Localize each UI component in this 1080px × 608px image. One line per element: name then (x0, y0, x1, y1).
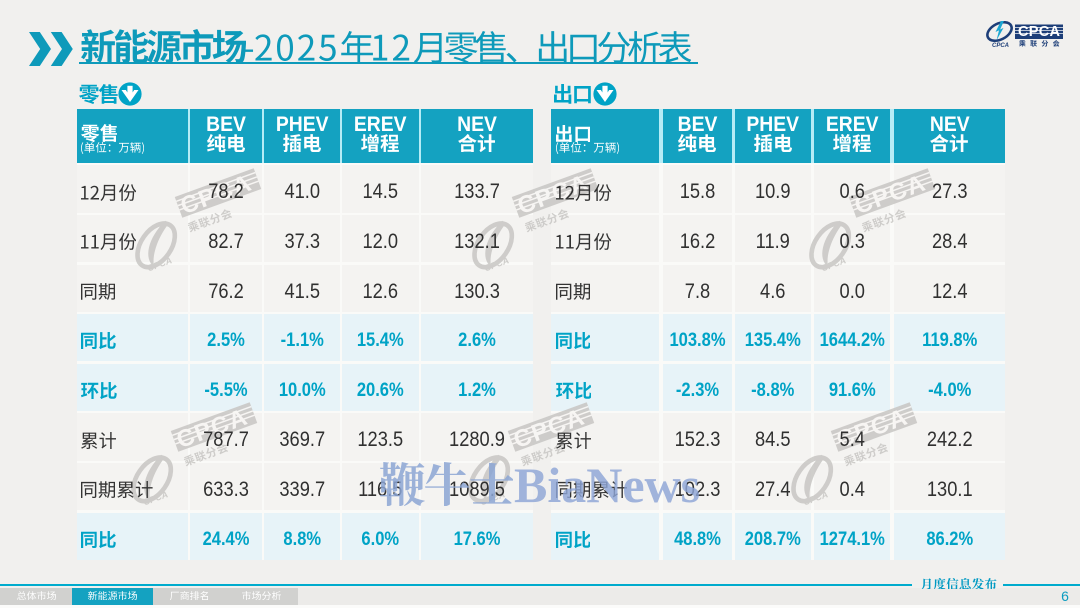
svg-text:CPCA: CPCA (992, 43, 1009, 49)
svg-text:CPCA: CPCA (1018, 24, 1061, 40)
